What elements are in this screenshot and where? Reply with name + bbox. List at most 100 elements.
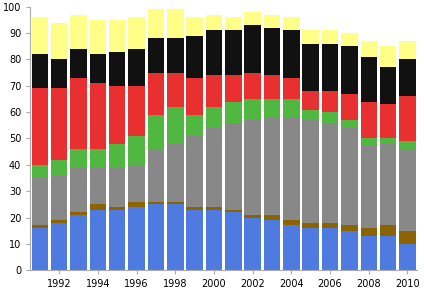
Bar bbox=[399, 141, 416, 149]
Bar bbox=[32, 17, 48, 54]
Bar bbox=[360, 146, 377, 228]
Bar bbox=[360, 228, 377, 236]
Bar bbox=[322, 30, 338, 44]
Bar bbox=[109, 20, 126, 52]
Bar bbox=[167, 73, 184, 107]
Bar bbox=[51, 60, 67, 88]
Bar bbox=[167, 107, 184, 144]
Bar bbox=[167, 202, 184, 204]
Bar bbox=[225, 210, 242, 212]
Bar bbox=[187, 136, 203, 207]
Bar bbox=[264, 215, 280, 220]
Bar bbox=[322, 223, 338, 228]
Bar bbox=[89, 20, 106, 54]
Bar bbox=[399, 149, 416, 231]
Bar bbox=[70, 167, 87, 212]
Bar bbox=[206, 75, 222, 107]
Bar bbox=[245, 25, 261, 73]
Bar bbox=[399, 96, 416, 141]
Bar bbox=[187, 36, 203, 78]
Bar bbox=[245, 99, 261, 120]
Bar bbox=[302, 44, 319, 91]
Bar bbox=[264, 99, 280, 117]
Bar bbox=[380, 225, 396, 236]
Bar bbox=[51, 175, 67, 220]
Bar bbox=[109, 86, 126, 144]
Bar bbox=[341, 225, 357, 231]
Bar bbox=[283, 220, 300, 225]
Bar bbox=[128, 202, 145, 207]
Bar bbox=[51, 159, 67, 175]
Bar bbox=[245, 12, 261, 25]
Bar bbox=[206, 107, 222, 128]
Bar bbox=[187, 115, 203, 136]
Bar bbox=[399, 41, 416, 60]
Bar bbox=[283, 17, 300, 30]
Bar bbox=[128, 49, 145, 86]
Bar bbox=[264, 220, 280, 270]
Bar bbox=[360, 102, 377, 138]
Bar bbox=[380, 104, 396, 138]
Bar bbox=[148, 73, 164, 115]
Bar bbox=[51, 223, 67, 270]
Bar bbox=[167, 204, 184, 270]
Bar bbox=[167, 9, 184, 38]
Bar bbox=[245, 120, 261, 215]
Bar bbox=[341, 128, 357, 225]
Bar bbox=[245, 218, 261, 270]
Bar bbox=[360, 41, 377, 57]
Bar bbox=[70, 15, 87, 49]
Bar bbox=[225, 123, 242, 210]
Bar bbox=[70, 78, 87, 149]
Bar bbox=[70, 49, 87, 78]
Bar bbox=[225, 30, 242, 75]
Bar bbox=[167, 144, 184, 202]
Bar bbox=[206, 210, 222, 270]
Bar bbox=[89, 210, 106, 270]
Bar bbox=[70, 215, 87, 270]
Bar bbox=[167, 38, 184, 73]
Bar bbox=[206, 207, 222, 210]
Bar bbox=[399, 60, 416, 96]
Bar bbox=[51, 220, 67, 223]
Bar bbox=[32, 88, 48, 165]
Bar bbox=[399, 231, 416, 244]
Bar bbox=[360, 57, 377, 102]
Bar bbox=[32, 165, 48, 178]
Bar bbox=[70, 212, 87, 215]
Bar bbox=[245, 215, 261, 218]
Bar bbox=[245, 73, 261, 99]
Bar bbox=[187, 17, 203, 36]
Bar bbox=[89, 54, 106, 83]
Bar bbox=[51, 22, 67, 60]
Bar bbox=[32, 228, 48, 270]
Bar bbox=[322, 228, 338, 270]
Bar bbox=[148, 202, 164, 204]
Bar bbox=[225, 212, 242, 270]
Bar bbox=[322, 44, 338, 91]
Bar bbox=[109, 207, 126, 210]
Bar bbox=[109, 167, 126, 207]
Bar bbox=[322, 112, 338, 123]
Bar bbox=[264, 15, 280, 28]
Bar bbox=[341, 120, 357, 128]
Bar bbox=[89, 149, 106, 167]
Bar bbox=[51, 88, 67, 159]
Bar bbox=[225, 75, 242, 102]
Bar bbox=[32, 225, 48, 228]
Bar bbox=[187, 207, 203, 210]
Bar bbox=[380, 144, 396, 225]
Bar bbox=[206, 30, 222, 75]
Bar bbox=[341, 231, 357, 270]
Bar bbox=[283, 30, 300, 78]
Bar bbox=[225, 17, 242, 30]
Bar bbox=[341, 33, 357, 46]
Bar bbox=[341, 46, 357, 94]
Bar bbox=[302, 30, 319, 44]
Bar bbox=[89, 83, 106, 149]
Bar bbox=[264, 75, 280, 99]
Bar bbox=[302, 110, 319, 120]
Bar bbox=[148, 204, 164, 270]
Bar bbox=[380, 138, 396, 144]
Bar bbox=[283, 99, 300, 117]
